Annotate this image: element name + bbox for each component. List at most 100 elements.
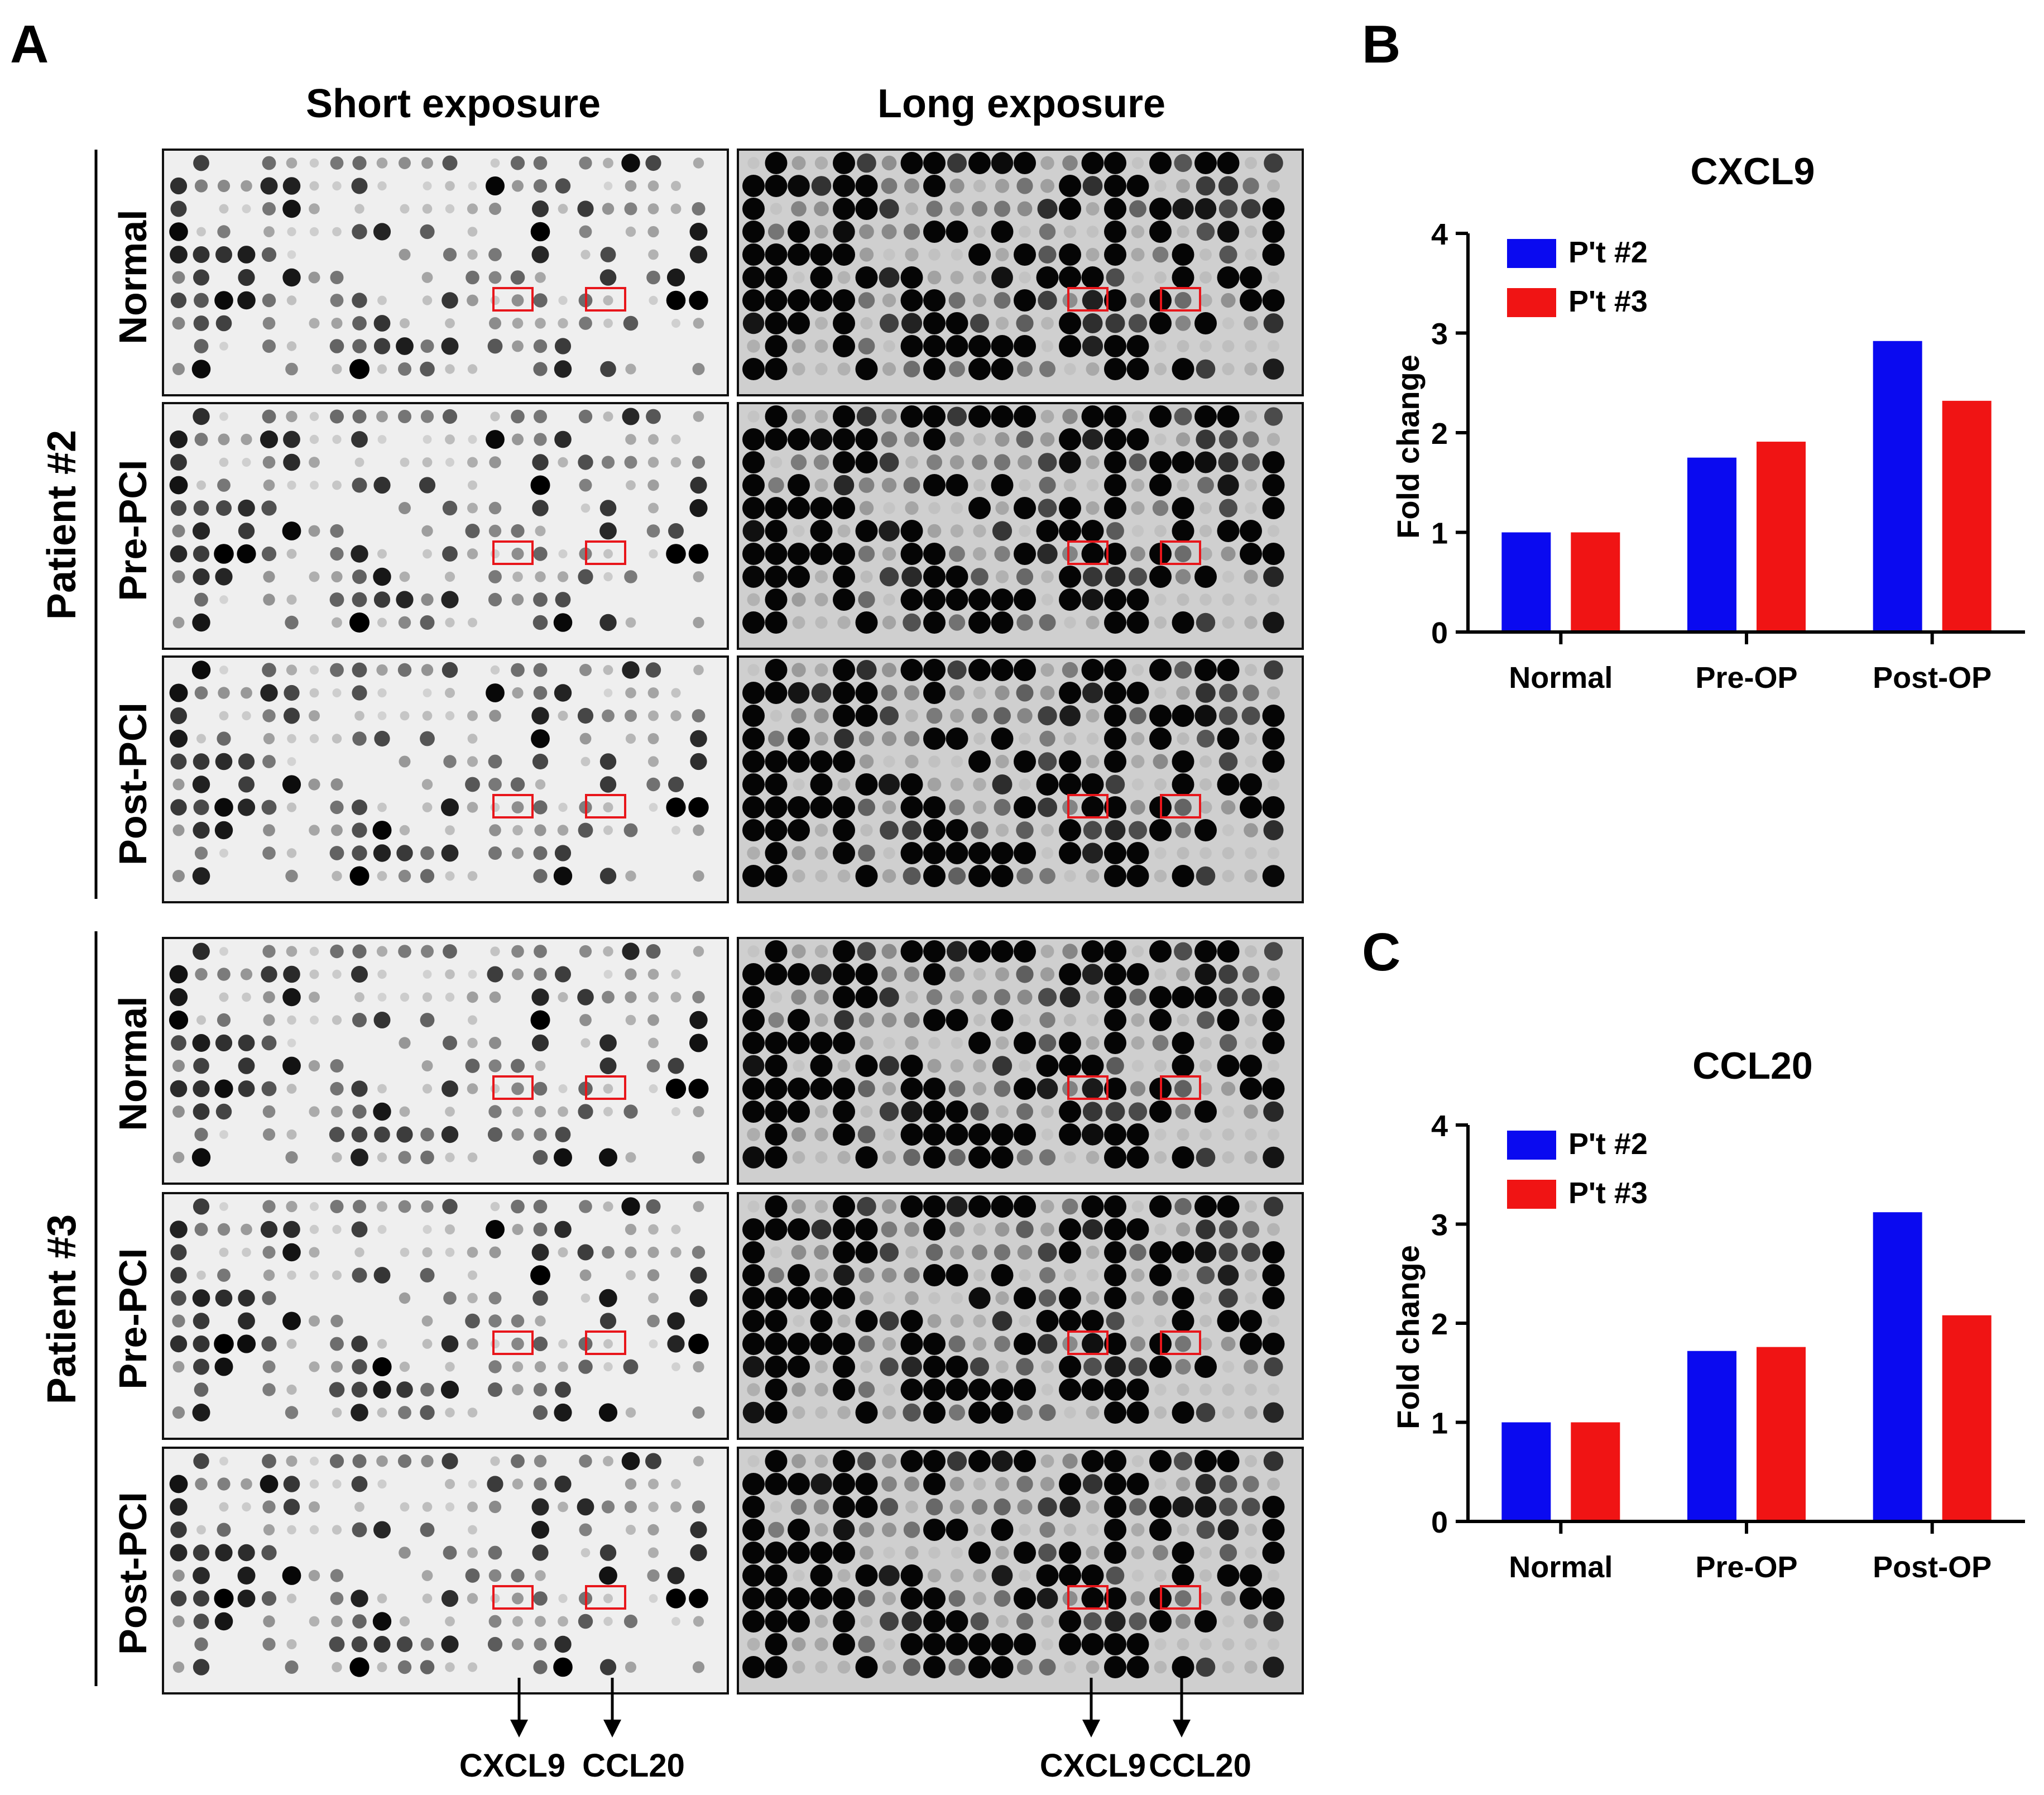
- blot-spot: [467, 249, 478, 260]
- blot-spot: [599, 500, 617, 516]
- blot-spot: [512, 340, 524, 352]
- blot-spot: [445, 1362, 455, 1372]
- blot-spot: [689, 290, 708, 310]
- blot-spot: [647, 1569, 660, 1582]
- blot-spot: [902, 820, 922, 840]
- blot-spot: [1149, 1356, 1172, 1378]
- blot-spot: [354, 457, 364, 467]
- blot-spot: [928, 1037, 941, 1049]
- blot-spot: [883, 1037, 895, 1049]
- blot-spot: [742, 727, 765, 750]
- blot-spot: [949, 202, 965, 216]
- blot-spot: [376, 946, 388, 957]
- blot-spot: [855, 986, 878, 1008]
- blot-spot: [532, 753, 549, 770]
- blot-spot: [422, 295, 433, 305]
- blot-spot: [1154, 1384, 1167, 1396]
- blot-spot: [855, 266, 878, 289]
- blot-spot: [286, 1384, 297, 1395]
- blot-spot: [511, 548, 524, 560]
- blot-spot: [488, 1059, 502, 1073]
- blot-spot: [994, 545, 1010, 562]
- blot-spot: [423, 435, 432, 444]
- blot-spot: [1196, 222, 1215, 241]
- blot-spot: [172, 524, 185, 538]
- blot-spot: [578, 1614, 593, 1629]
- blot-spot: [765, 750, 788, 773]
- blot-spot: [377, 1084, 387, 1094]
- blot-spot: [237, 798, 256, 816]
- blot-spot: [1081, 773, 1104, 796]
- blot-spot: [1267, 340, 1280, 352]
- dot-blot-arrays: [162, 149, 1304, 1695]
- blot-spot: [580, 1038, 591, 1048]
- blot-spot: [441, 1335, 459, 1353]
- blot-spot: [1172, 1564, 1194, 1587]
- blot-spot: [858, 844, 875, 862]
- blot-spot: [1106, 1566, 1125, 1585]
- blot-spot: [512, 571, 523, 582]
- blot-spot: [260, 1475, 279, 1494]
- blot-spot: [793, 1315, 805, 1327]
- chart-title: CXCL9: [1691, 150, 1815, 193]
- blot-spot: [625, 1223, 637, 1236]
- blot-spot: [1041, 1360, 1054, 1373]
- blot-spot: [855, 1055, 878, 1077]
- blot-spot: [973, 226, 986, 238]
- blot-spot: [1081, 796, 1104, 818]
- blot-spot: [468, 1480, 477, 1488]
- blot-spot: [833, 198, 855, 220]
- blot-spot: [1059, 773, 1081, 796]
- blot-spot: [1014, 1333, 1036, 1355]
- blot-spot: [905, 990, 918, 1004]
- blot-spot: [923, 819, 946, 841]
- blot-spot: [1245, 1037, 1257, 1049]
- blot-spot: [949, 1477, 965, 1491]
- blot-spot: [308, 778, 320, 791]
- blot-spot: [1154, 616, 1167, 629]
- blot-spot: [193, 545, 210, 562]
- blot-spot: [946, 941, 968, 962]
- blot-spot: [191, 360, 211, 379]
- blot-spot: [377, 871, 387, 881]
- blot-spot: [927, 454, 942, 470]
- blot-spot: [553, 1657, 573, 1677]
- blot-spot: [467, 1037, 478, 1049]
- header-short-exposure: Short exposure: [306, 82, 601, 126]
- blot-spot: [489, 1037, 501, 1049]
- blot-spot: [1038, 453, 1057, 472]
- blot-spot: [623, 1614, 638, 1629]
- blot-spot: [441, 1590, 459, 1607]
- blot-spot: [511, 1454, 525, 1468]
- blot-spot: [968, 659, 991, 681]
- blot-spot: [1154, 778, 1167, 791]
- blot-spot: [971, 568, 989, 586]
- blot-spot: [310, 481, 319, 490]
- blot-spot: [991, 1565, 1013, 1586]
- blot-spot: [1172, 358, 1194, 380]
- ccl20-highlight-box: [585, 1075, 626, 1100]
- blot-spot: [398, 1151, 411, 1164]
- blot-spot: [532, 454, 549, 471]
- blot-spot: [690, 476, 707, 494]
- blot-spot: [1126, 842, 1149, 864]
- blot-spot: [1217, 520, 1240, 542]
- blot-spot: [647, 180, 659, 192]
- blot-spot: [354, 992, 364, 1002]
- blot-spot: [900, 1310, 923, 1332]
- arrow-label-cxcl9-long: CXCL9: [1040, 1748, 1146, 1784]
- blot-spot: [792, 616, 805, 629]
- blot-spot: [793, 271, 805, 284]
- blot-spot: [1263, 1657, 1284, 1678]
- blot-spot: [396, 1636, 413, 1653]
- blot-spot: [903, 867, 921, 885]
- blot-spot: [352, 1267, 367, 1283]
- blot-spot: [693, 157, 704, 169]
- x-tick-label: Pre-OP: [1695, 661, 1797, 695]
- blot-spot: [991, 611, 1014, 634]
- blot-spot: [1039, 476, 1056, 494]
- blot-spot: [398, 616, 411, 629]
- blot-spot: [1152, 500, 1169, 516]
- blot-spot: [923, 1356, 946, 1378]
